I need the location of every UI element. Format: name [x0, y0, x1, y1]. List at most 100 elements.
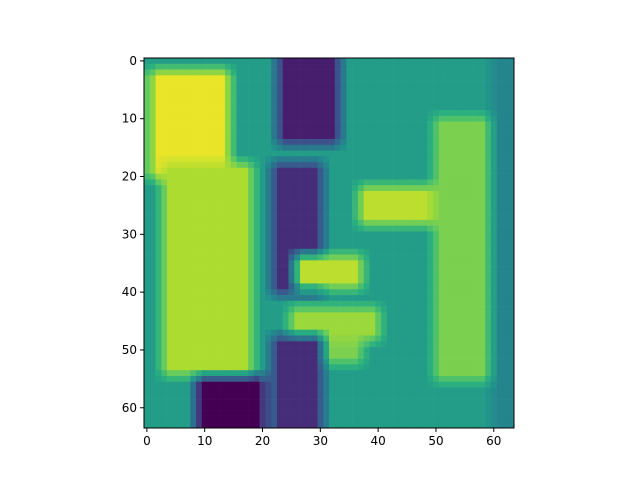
heatmap-cell: [357, 254, 364, 261]
heatmap-cell: [161, 173, 168, 180]
heatmap-cell: [357, 225, 364, 232]
heatmap-cell: [398, 104, 405, 111]
heatmap-cell: [172, 237, 179, 244]
heatmap-cell: [248, 318, 255, 325]
heatmap-cell: [369, 92, 376, 99]
heatmap-cell: [201, 219, 208, 226]
heatmap-cell: [311, 306, 318, 313]
heatmap-cell: [461, 306, 469, 313]
heatmap-cell: [236, 347, 243, 354]
heatmap-cell: [433, 173, 440, 180]
heatmap-cell: [167, 162, 174, 169]
heatmap-cell: [190, 162, 197, 169]
heatmap-cell: [149, 127, 156, 134]
heatmap-cell: [201, 416, 208, 423]
heatmap-cell: [340, 127, 347, 134]
heatmap-cell: [201, 399, 208, 406]
heatmap-cell: [311, 214, 318, 221]
heatmap-cell: [438, 138, 445, 146]
heatmap-cell: [311, 144, 318, 151]
heatmap-cell: [271, 295, 278, 302]
heatmap-cell: [323, 283, 330, 290]
heatmap-cell: [502, 318, 509, 325]
heatmap-cell: [479, 422, 486, 429]
heatmap-cell: [190, 358, 197, 365]
heatmap-cell: [415, 196, 422, 203]
heatmap-cell: [363, 254, 370, 261]
heatmap-cell: [329, 179, 336, 186]
heatmap-cell: [392, 92, 399, 99]
heatmap-cell: [172, 202, 179, 209]
heatmap-cell: [346, 387, 353, 394]
heatmap-cell: [282, 248, 289, 255]
heatmap-cell: [433, 196, 440, 203]
heatmap-cell: [502, 167, 509, 174]
heatmap-cell: [311, 370, 318, 377]
heatmap-cell: [334, 318, 341, 325]
heatmap-cell: [230, 364, 237, 371]
heatmap-cell: [276, 312, 284, 319]
heatmap-cell: [490, 173, 497, 180]
heatmap-cell: [346, 404, 353, 411]
heatmap-cell: [282, 219, 289, 226]
heatmap-cell: [265, 347, 272, 354]
heatmap-cell: [300, 138, 307, 146]
heatmap-cell: [276, 329, 284, 336]
heatmap-cell: [144, 63, 151, 70]
heatmap-cell: [219, 104, 226, 111]
heatmap-cell: [294, 69, 301, 76]
heatmap-cell: [149, 104, 156, 111]
heatmap-cell: [340, 260, 347, 267]
heatmap-cell: [438, 352, 445, 359]
heatmap-cell: [427, 75, 434, 82]
heatmap-cell: [386, 219, 393, 226]
heatmap-cell: [294, 243, 301, 250]
heatmap-cell: [242, 185, 249, 192]
heatmap-cell: [450, 219, 457, 226]
heatmap-cell: [311, 69, 318, 76]
heatmap-cell: [427, 271, 434, 278]
heatmap-cell: [144, 190, 151, 198]
heatmap-cell: [502, 381, 509, 388]
heatmap-cell: [467, 318, 474, 325]
heatmap-cell: [300, 173, 307, 180]
heatmap-cell: [155, 393, 162, 400]
heatmap-cell: [479, 416, 486, 423]
heatmap-cell: [276, 63, 284, 70]
heatmap-cell: [479, 381, 486, 388]
heatmap-cell: [392, 248, 399, 255]
heatmap-cell: [409, 404, 417, 411]
heatmap-cell: [381, 138, 388, 146]
heatmap-cell: [259, 318, 266, 325]
heatmap-cell: [144, 289, 151, 296]
heatmap-cell: [334, 63, 341, 70]
heatmap-cell: [392, 399, 399, 406]
heatmap-cell: [392, 121, 399, 128]
heatmap-cell: [340, 214, 347, 221]
heatmap-cell: [427, 410, 434, 417]
heatmap-cell: [415, 237, 422, 244]
heatmap-cell: [444, 271, 451, 278]
heatmap-cell: [305, 208, 312, 215]
heatmap-cell: [329, 352, 336, 359]
heatmap-cell: [190, 127, 197, 134]
heatmap-cell: [392, 306, 399, 313]
heatmap-cell: [456, 318, 463, 325]
heatmap-cell: [265, 352, 272, 359]
heatmap-cell: [224, 283, 232, 290]
heatmap-cell: [253, 300, 260, 307]
heatmap-cell: [409, 92, 417, 99]
heatmap-cell: [334, 121, 341, 128]
heatmap-cell: [433, 335, 440, 342]
heatmap-cell: [381, 75, 388, 82]
heatmap-cell: [178, 399, 185, 406]
heatmap-cell: [375, 312, 382, 319]
heatmap-cell: [224, 370, 232, 377]
heatmap-cell: [381, 271, 388, 278]
heatmap-cell: [276, 81, 284, 88]
heatmap-cell: [230, 358, 237, 365]
heatmap-cell: [409, 81, 417, 88]
heatmap-cell: [467, 98, 474, 105]
heatmap-cell: [444, 312, 451, 319]
heatmap-cell: [172, 375, 179, 383]
